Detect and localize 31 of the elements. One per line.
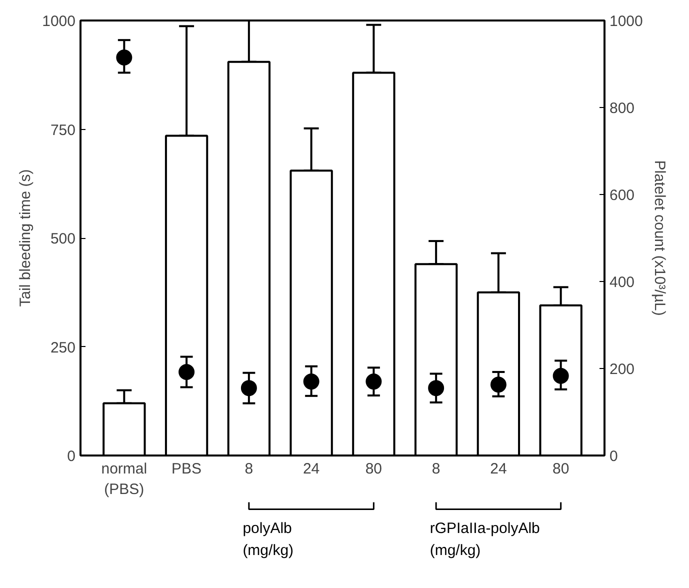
x-tick-label: 8 [244,460,254,478]
y-tick-label: 0 [67,448,76,465]
text: rGPIaIIa-polyAlb (mg/kg) [430,520,540,559]
point [428,380,444,396]
point [552,368,569,384]
x-tick-label: 24 [302,460,320,478]
x-tick-label: PBS [172,460,202,478]
point [366,374,382,390]
y2-tick-label: 1000 [610,13,643,30]
y2-tick-label: 400 [610,274,635,291]
x-tick-label: 8 [432,460,440,478]
y2-tick-label: 200 [610,361,635,378]
point [178,364,195,380]
y-tick-label: 750 [50,122,76,139]
y2-axis-title: Platelet count (x10³/µL) [650,160,668,316]
y-tick-label: 500 [50,230,76,248]
x-tick-label: 80 [552,460,570,478]
y-axis-title: Tail bleeding time (s) [17,169,34,307]
point [490,376,506,393]
x-tick-label: normal (PBS) [101,460,148,498]
y2-tick-label: 800 [610,100,635,117]
x-tick-label: 24 [490,460,507,478]
text: polyAlb (mg/kg) [242,520,294,559]
x-tick-label: 80 [365,460,382,478]
point [303,374,320,390]
y2-tick-label: 600 [610,187,635,204]
point [240,380,257,396]
point [116,49,132,66]
y-tick-label: 250 [50,339,76,356]
y-tick-label: 1000 [42,13,76,30]
y2-tick-label: 0 [610,448,618,465]
